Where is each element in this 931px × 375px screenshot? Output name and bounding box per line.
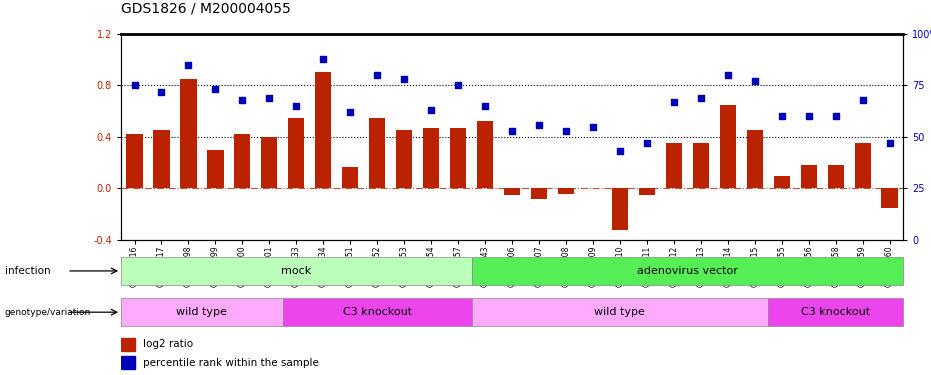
- Point: [559, 128, 573, 134]
- Bar: [666, 143, 681, 188]
- Bar: [121, 356, 135, 369]
- Bar: [235, 134, 250, 188]
- Bar: [181, 79, 196, 188]
- Text: log2 ratio: log2 ratio: [143, 339, 193, 349]
- Text: percentile rank within the sample: percentile rank within the sample: [143, 358, 318, 368]
- Text: genotype/variation: genotype/variation: [5, 308, 91, 316]
- Bar: [121, 338, 135, 351]
- Text: C3 knockout: C3 knockout: [343, 307, 412, 317]
- Text: C3 knockout: C3 knockout: [801, 307, 870, 317]
- Point: [775, 113, 789, 119]
- Point: [829, 113, 843, 119]
- Bar: [450, 128, 466, 188]
- Bar: [747, 130, 762, 188]
- Bar: [477, 122, 493, 188]
- Point: [613, 148, 627, 154]
- Point: [478, 103, 492, 109]
- Bar: [801, 165, 816, 188]
- Text: mock: mock: [281, 266, 312, 276]
- Point: [586, 124, 600, 130]
- Bar: [396, 130, 412, 188]
- Point: [370, 72, 385, 78]
- Bar: [472, 257, 903, 285]
- Text: infection: infection: [5, 266, 50, 276]
- Point: [208, 87, 223, 93]
- Bar: [882, 188, 897, 208]
- Bar: [121, 257, 472, 285]
- Point: [262, 95, 277, 101]
- Bar: [127, 134, 142, 188]
- Bar: [774, 176, 789, 188]
- Point: [451, 82, 466, 88]
- Point: [721, 72, 735, 78]
- Point: [397, 76, 412, 82]
- Point: [883, 140, 897, 146]
- Point: [424, 107, 439, 113]
- Text: adenovirus vector: adenovirus vector: [637, 266, 737, 276]
- Bar: [154, 130, 169, 188]
- Bar: [828, 165, 843, 188]
- Point: [505, 128, 519, 134]
- Bar: [768, 298, 903, 326]
- Text: GDS1826 / M200004055: GDS1826 / M200004055: [121, 1, 290, 15]
- Point: [802, 113, 816, 119]
- Point: [235, 97, 250, 103]
- Bar: [720, 105, 735, 188]
- Bar: [369, 117, 385, 188]
- Text: wild type: wild type: [177, 307, 227, 317]
- Bar: [343, 166, 358, 188]
- Bar: [558, 188, 574, 194]
- Bar: [855, 143, 870, 188]
- Bar: [639, 188, 655, 195]
- Point: [532, 122, 546, 128]
- Point: [640, 140, 654, 146]
- Text: wild type: wild type: [595, 307, 645, 317]
- Bar: [289, 117, 304, 188]
- Bar: [612, 188, 628, 230]
- Point: [127, 82, 142, 88]
- Point: [289, 103, 304, 109]
- Point: [748, 78, 762, 84]
- Bar: [316, 72, 331, 188]
- Bar: [208, 150, 223, 188]
- Bar: [693, 143, 708, 188]
- Bar: [283, 298, 472, 326]
- Bar: [121, 298, 283, 326]
- Bar: [262, 137, 277, 188]
- Point: [343, 109, 358, 115]
- Point: [181, 62, 196, 68]
- Point: [316, 56, 331, 62]
- Point: [667, 99, 681, 105]
- Bar: [504, 188, 520, 195]
- Bar: [531, 188, 547, 199]
- Point: [856, 97, 870, 103]
- Bar: [472, 298, 768, 326]
- Bar: [423, 128, 439, 188]
- Point: [154, 88, 169, 94]
- Point: [694, 95, 708, 101]
